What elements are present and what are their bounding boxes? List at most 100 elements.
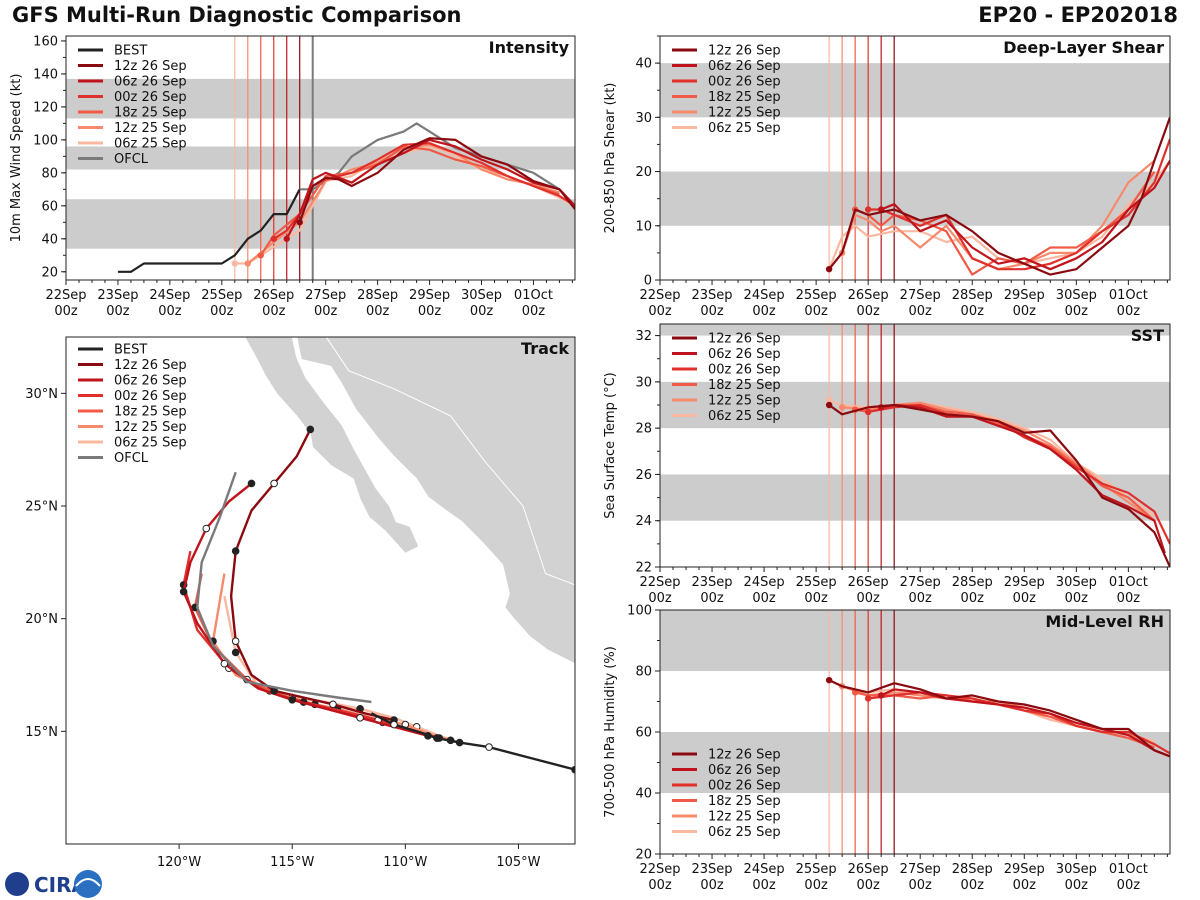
track-point-12z-26-sep: [231, 637, 240, 646]
track-point-12z-26-sep: [329, 700, 337, 709]
shear-title: Deep-Layer Shear: [1003, 38, 1164, 57]
track-point-best: [571, 765, 575, 774]
track-xtick-label: 110°W: [383, 855, 427, 870]
sst-marker-00z-26-sep: [864, 408, 872, 416]
intensity-xtick-label-day: 22Sep: [45, 288, 86, 303]
rh-xtick-label-day: 28Sep: [952, 862, 993, 877]
intensity-legend-label-ofcl: OFCL: [114, 152, 149, 167]
intensity-marker-12z-25-sep: [244, 260, 251, 267]
storm-identifier: EP20 - EP202018: [978, 3, 1178, 27]
shear-series-00z-26-sep: [868, 138, 1170, 271]
shear-ytick-label: 10: [635, 219, 652, 234]
track-point-12z-26-sep: [231, 547, 240, 555]
sst-xtick-label-hour: 00z: [804, 591, 828, 606]
intensity-ytick-label: 40: [41, 232, 58, 247]
track-point-06z-26-sep: [179, 587, 188, 596]
intensity-xtick-label-day: 25Sep: [201, 288, 242, 303]
shear-xtick-label-hour: 00z: [909, 304, 933, 319]
sst-marker-12z-25-sep: [838, 404, 846, 411]
shear-xtick-label-hour: 00z: [961, 304, 985, 319]
intensity-xtick-label-day: 24Sep: [149, 288, 190, 303]
intensity-legend-label-best: BEST: [114, 44, 147, 59]
track-map-area: [66, 337, 575, 844]
shear-ytick-label: 40: [635, 57, 652, 72]
shear-series-12z-26-sep: [828, 116, 1170, 276]
intensity-band-0: [66, 199, 575, 249]
rh-panel: 2040608010022Sep00z23Sep00z24Sep00z25Sep…: [603, 604, 1171, 893]
track-point-06z-26-sep: [202, 524, 211, 533]
intensity-xtick-label-hour: 00z: [470, 304, 494, 319]
shear-ytick-label: 20: [635, 165, 652, 180]
intensity-ytick-label: 140: [33, 67, 58, 82]
intensity-legend-label-12z-26-sep: 12z 26 Sep: [114, 59, 187, 74]
sst-series-00z-26-sep: [868, 403, 1170, 545]
sst-band-2: [660, 324, 1170, 336]
rh-legend-label-00z-26-sep: 00z 26 Sep: [708, 779, 781, 794]
cira-logo: CIRA: [5, 870, 102, 898]
shear-band-1: [660, 63, 1170, 118]
track-point-best: [485, 743, 493, 751]
shear-xtick-label-day: 24Sep: [744, 288, 785, 303]
sst-series-12z-26-sep: [828, 403, 1170, 567]
rh-xtick-label-hour: 00z: [961, 878, 985, 893]
sst-xtick-label-hour: 00z: [700, 591, 724, 606]
intensity-legend-label-18z-25-sep: 18z 25 Sep: [114, 106, 187, 121]
track-legend-label-06z-25-sep: 06z 25 Sep: [114, 436, 187, 451]
rh-xtick-label-hour: 00z: [909, 878, 933, 893]
sst-marker-06z-25-sep: [825, 397, 833, 404]
intensity-legend-label-06z-25-sep: 06z 25 Sep: [114, 137, 187, 152]
track-line-best: [370, 712, 575, 771]
shear-legend-label-00z-26-sep: 00z 26 Sep: [708, 75, 781, 90]
rh-marker-06z-26-sep: [877, 692, 885, 699]
sst-legend-label-12z-26-sep: 12z 26 Sep: [708, 332, 781, 347]
sst-band-0: [660, 474, 1170, 521]
sst-xtick-label-day: 24Sep: [744, 575, 785, 590]
rh-ytick-label: 40: [635, 787, 652, 802]
intensity-band-2: [66, 78, 575, 119]
rh-xtick-label-day: 22Sep: [639, 862, 680, 877]
shear-ytick-label: 30: [635, 111, 652, 126]
intensity-series-12z-26-sep: [298, 137, 575, 223]
shear-xtick-label-day: 01Oct: [1109, 288, 1148, 303]
intensity-title: Intensity: [489, 38, 570, 57]
rh-xtick-label-day: 24Sep: [744, 862, 785, 877]
rh-xtick-label-day: 25Sep: [796, 862, 837, 877]
sst-xtick-label-hour: 00z: [856, 591, 880, 606]
track-ytick-label: 25°N: [25, 500, 58, 515]
rh-xtick-label-hour: 00z: [804, 878, 828, 893]
rh-ytick-label: 80: [635, 665, 652, 680]
shear-xtick-label-hour: 00z: [1065, 304, 1089, 319]
sst-xtick-label-day: 22Sep: [639, 575, 680, 590]
shear-xtick-label-hour: 00z: [856, 304, 880, 319]
intensity-frame: [65, 35, 576, 281]
intensity-marker-12z-26-sep: [296, 219, 303, 226]
shear-frame: [659, 35, 1171, 281]
intensity-ylabel: 10m Max Wind Speed (kt): [9, 74, 24, 243]
rh-band-1: [660, 610, 1170, 671]
sst-xtick-label-day: 01Oct: [1109, 575, 1148, 590]
shear-xtick-label-day: 29Sep: [1004, 288, 1045, 303]
rh-xtick-label-hour: 00z: [752, 878, 776, 893]
intensity-xtick-label-day: 01Oct: [514, 288, 553, 303]
shear-xtick-label-day: 28Sep: [952, 288, 993, 303]
sst-ytick-label: 32: [635, 329, 652, 344]
track-frame: [65, 336, 576, 845]
intensity-xtick-label-hour: 00z: [418, 304, 442, 319]
state-borders: [325, 337, 575, 586]
rh-legend-label-12z-25-sep: 12z 25 Sep: [708, 810, 781, 825]
rh-xtick-label-day: 27Sep: [900, 862, 941, 877]
rh-legend-label-18z-25-sep: 18z 25 Sep: [708, 794, 781, 809]
shear-xtick-label-hour: 00z: [804, 304, 828, 319]
track-xtick-label: 120°W: [157, 855, 201, 870]
shear-band-0: [660, 171, 1170, 226]
intensity-xtick-label-hour: 00z: [522, 304, 546, 319]
shear-xtick-label-hour: 00z: [1013, 304, 1037, 319]
sst-xtick-label-day: 25Sep: [796, 575, 837, 590]
rh-xtick-label-hour: 00z: [1013, 878, 1037, 893]
rh-xtick-label-day: 29Sep: [1004, 862, 1045, 877]
sst-legend-label-00z-26-sep: 00z 26 Sep: [708, 363, 781, 378]
shear-legend-label-18z-25-sep: 18z 25 Sep: [708, 90, 781, 105]
sst-legend-label-18z-25-sep: 18z 25 Sep: [708, 378, 781, 393]
rh-legend-label-06z-25-sep: 06z 25 Sep: [708, 825, 781, 840]
